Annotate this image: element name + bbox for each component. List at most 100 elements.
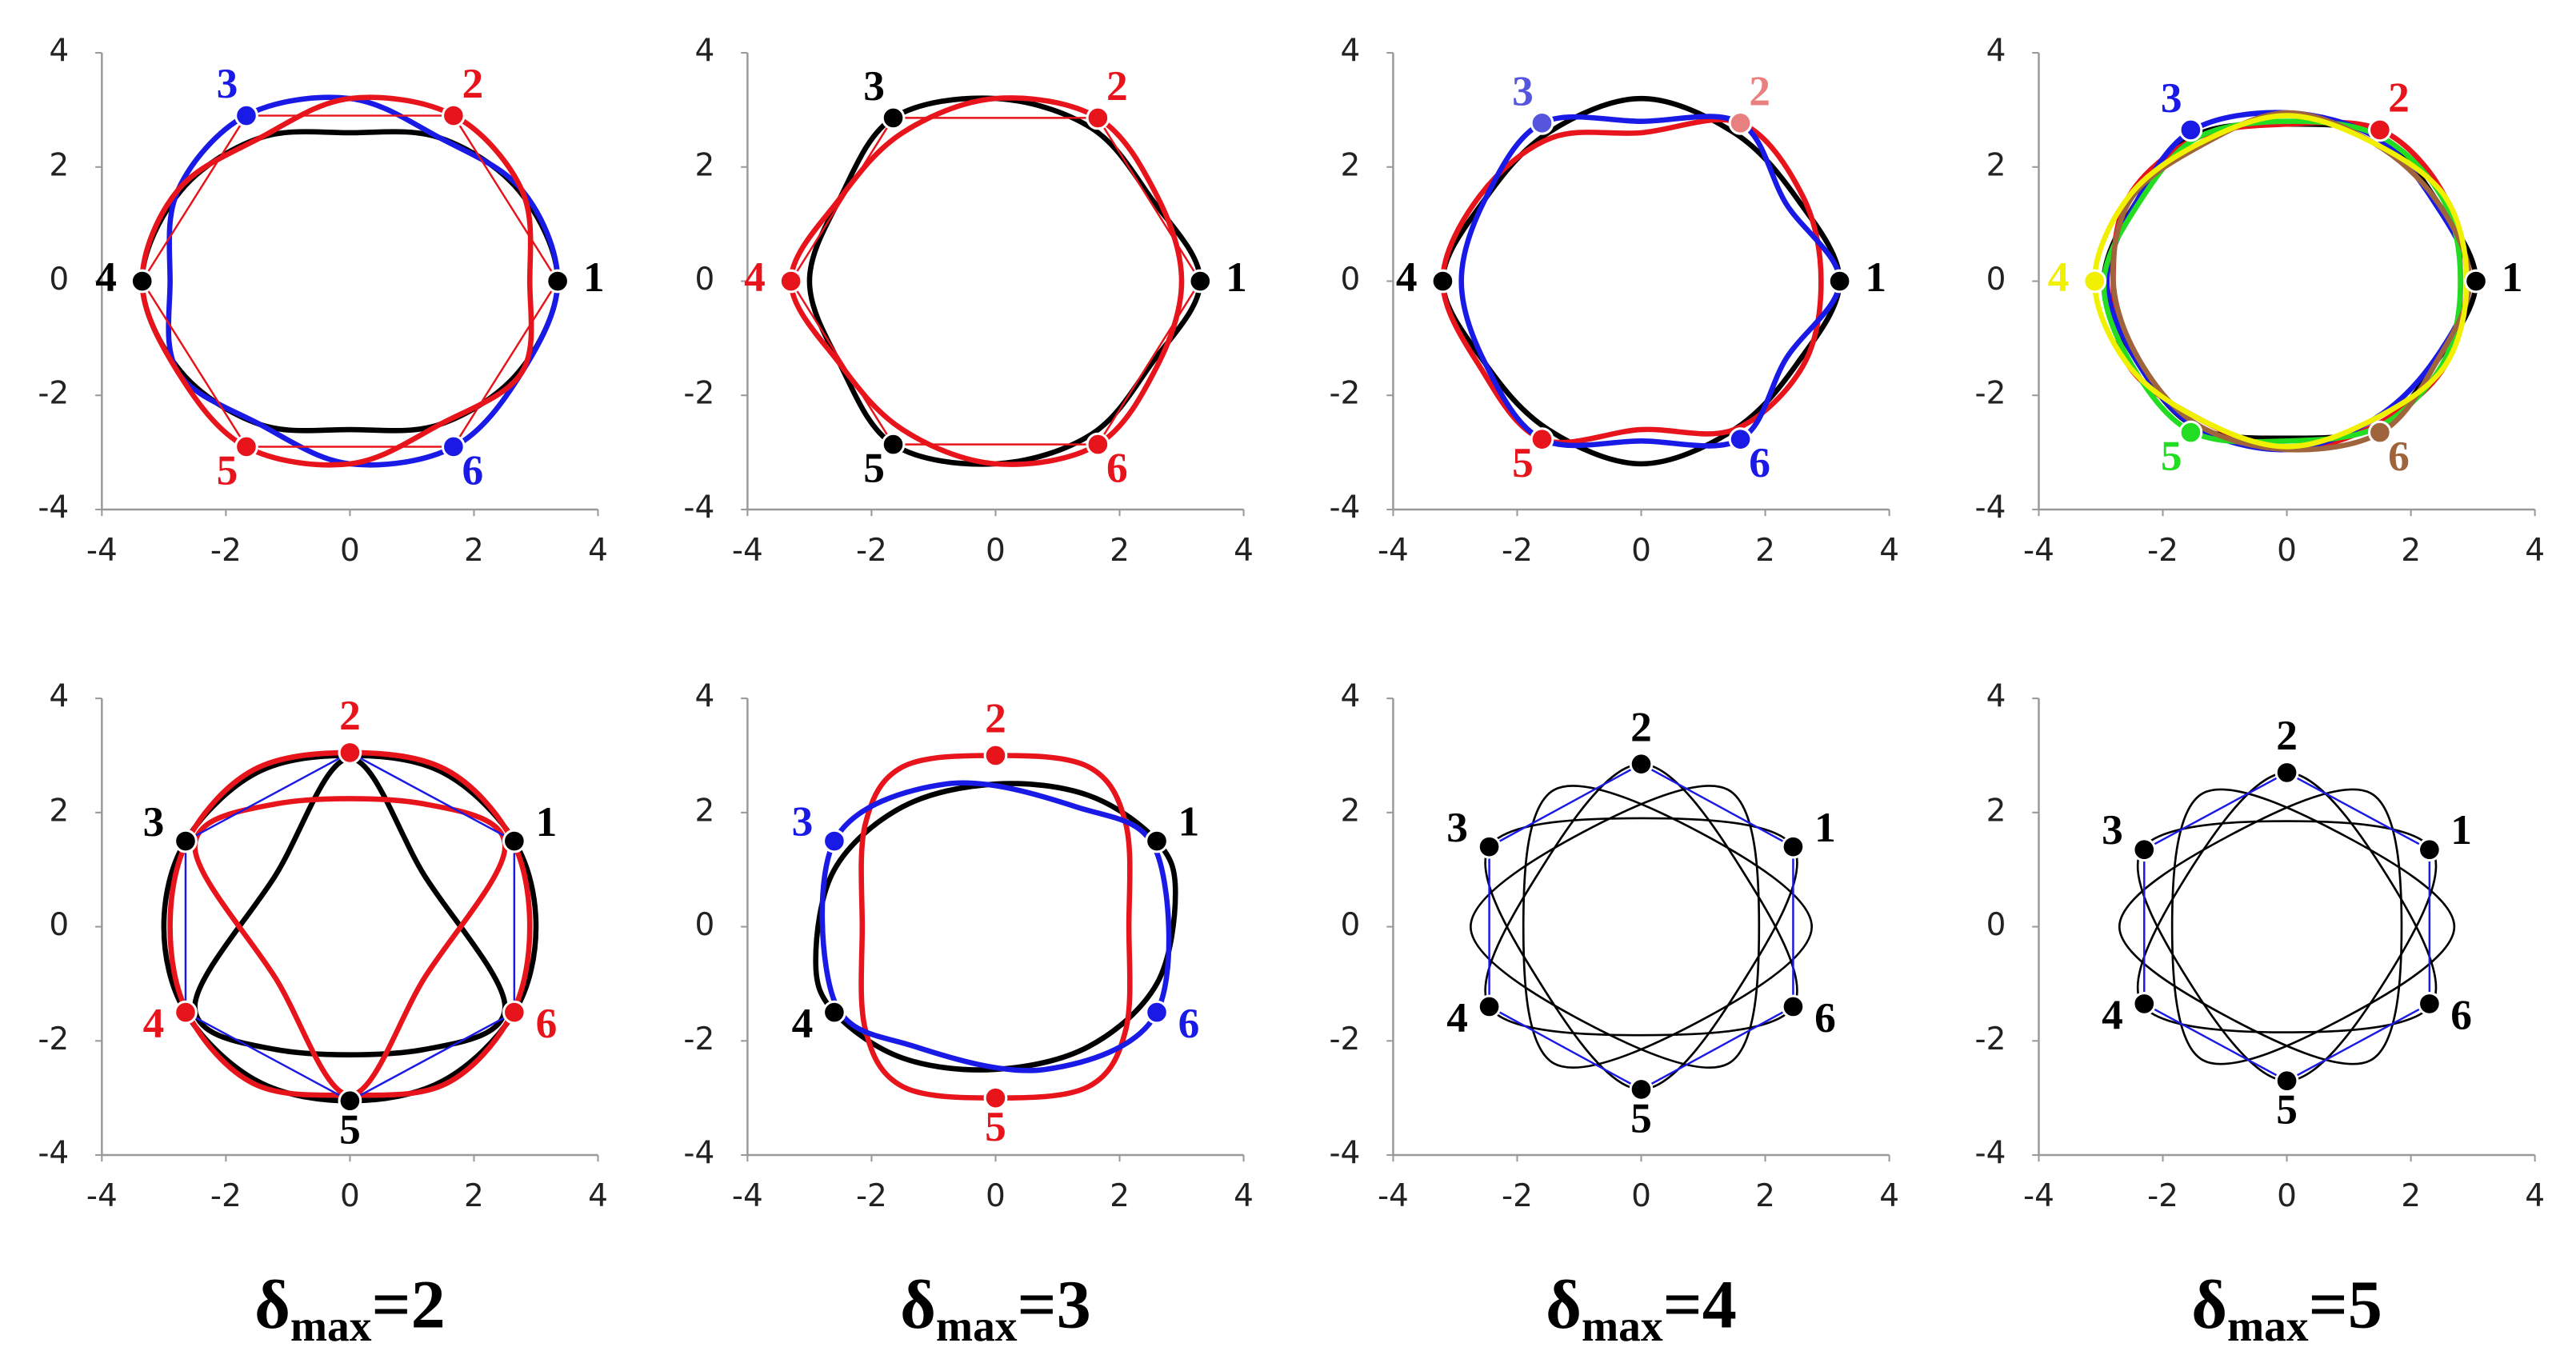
y-tick-label: -4 (1975, 490, 2006, 526)
caption-value: =3 (1018, 1266, 1091, 1343)
body-point (1629, 1077, 1654, 1101)
panel: -4 -2 0 2 4 -4 -2 0 2 4 1 2 3 4 5 6 (1975, 679, 2546, 1214)
body-point (1430, 269, 1455, 294)
x-tick-label: -2 (210, 1178, 242, 1214)
curve (139, 129, 561, 434)
body-label: 2 (1630, 702, 1652, 750)
y-tick-label: -4 (683, 1136, 714, 1172)
x-tick-label: -2 (2147, 533, 2178, 569)
curve (1440, 95, 1842, 467)
x-tick-label: 0 (1631, 533, 1651, 569)
y-tick-label: 4 (1986, 34, 2006, 70)
body-label: 1 (1865, 253, 1886, 301)
caption: δmax=4 (1546, 1266, 1737, 1350)
body-label: 2 (985, 694, 1006, 742)
y-tick-label: -2 (38, 1021, 69, 1057)
curve (192, 796, 508, 1098)
body-point (778, 269, 803, 294)
body-point (130, 269, 154, 294)
body-point (441, 434, 466, 459)
body-label: 3 (1512, 66, 1534, 114)
caption-value: =2 (371, 1266, 445, 1343)
x-tick-label: 4 (1234, 533, 1254, 569)
body-label: 6 (1178, 999, 1200, 1047)
connecting-polygon (184, 751, 516, 1102)
body-label: 3 (217, 59, 238, 107)
x-tick-label: -4 (86, 1178, 118, 1214)
x-tick-label: 0 (986, 533, 1006, 569)
body-label: 5 (1630, 1093, 1652, 1141)
body-label: 6 (2388, 432, 2410, 480)
body-label: 4 (2048, 253, 2070, 301)
y-tick-label: 0 (49, 907, 69, 943)
caption-subscript: max (2227, 1301, 2309, 1350)
x-tick-label: 4 (2525, 533, 2545, 569)
x-tick-label: 4 (1234, 1178, 1254, 1214)
y-tick-label: 4 (694, 679, 714, 715)
panel: -4 -2 0 2 4 -4 -2 0 2 4 1 2 3 4 5 6 (683, 679, 1254, 1214)
body-point (2082, 269, 2107, 294)
y-tick-label: 4 (49, 34, 69, 70)
x-tick-label: -4 (2023, 533, 2054, 569)
x-tick-label: 2 (1755, 533, 1775, 569)
body-point (1477, 994, 1502, 1019)
x-tick-label: -4 (2023, 1178, 2054, 1214)
x-tick-label: 4 (1879, 1178, 1899, 1214)
y-tick-label: 2 (1986, 793, 2006, 829)
x-tick-label: 0 (1631, 1178, 1651, 1214)
y-tick-label: 2 (49, 147, 69, 183)
body-label: 6 (462, 446, 483, 494)
curve (2118, 788, 2403, 1065)
body-point (1530, 427, 1554, 452)
body-label: 1 (536, 797, 558, 845)
body-point (1477, 834, 1502, 859)
x-tick-label: -4 (1378, 533, 1409, 569)
body-label: 6 (1749, 438, 1770, 486)
x-tick-label: -4 (1378, 1178, 1409, 1214)
x-tick-label: -2 (210, 533, 242, 569)
x-tick-label: 2 (1755, 1178, 1775, 1214)
body-label: 1 (2502, 253, 2523, 301)
body-point (2464, 269, 2488, 294)
caption-symbol: δ (2191, 1266, 2227, 1343)
y-tick-label: -4 (1975, 1136, 2006, 1172)
body-label: 4 (2102, 991, 2123, 1039)
body-point (1530, 110, 1554, 135)
curve (161, 753, 539, 1104)
body-label: 5 (217, 446, 238, 494)
body-label: 3 (1446, 803, 1468, 851)
curve (2136, 771, 2438, 1033)
curve (167, 749, 533, 1098)
x-tick-label: 4 (2525, 1178, 2545, 1214)
x-tick-label: -2 (1502, 533, 1533, 569)
body-label: 6 (1106, 444, 1128, 492)
x-tick-label: -2 (1502, 1178, 1533, 1214)
body-point (441, 103, 466, 128)
panel: -4 -2 0 2 4 -4 -2 0 2 4 1 2 3 4 5 6 (1329, 34, 1899, 569)
caption-subscript: max (290, 1301, 372, 1350)
body-point (502, 829, 526, 853)
body-point (1827, 269, 1852, 294)
body-point (338, 741, 362, 765)
y-tick-label: 4 (1986, 679, 2006, 715)
body-point (2274, 1069, 2299, 1093)
body-point (983, 1085, 1008, 1110)
x-tick-label: 0 (340, 1178, 360, 1214)
body-point (1728, 427, 1753, 452)
x-tick-label: 4 (588, 533, 608, 569)
y-tick-label: 0 (1986, 262, 2006, 298)
x-tick-label: 0 (340, 533, 360, 569)
body-label: 4 (792, 999, 814, 1047)
body-label: 5 (339, 1105, 361, 1153)
y-tick-label: 0 (1341, 262, 1361, 298)
x-tick-label: 2 (2401, 1178, 2421, 1214)
body-point (1145, 1000, 1169, 1025)
x-tick-label: 0 (986, 1178, 1006, 1214)
body-point (234, 434, 258, 459)
body-label: 1 (1178, 797, 1200, 845)
connecting-polygon (1488, 762, 1794, 1091)
panel: -4 -2 0 2 4 -4 -2 0 2 4 1 2 3 4 5 6 (1329, 679, 1899, 1214)
y-tick-label: 0 (1986, 907, 2006, 943)
caption-value: =5 (2309, 1266, 2382, 1343)
body-label: 1 (1226, 253, 1247, 301)
